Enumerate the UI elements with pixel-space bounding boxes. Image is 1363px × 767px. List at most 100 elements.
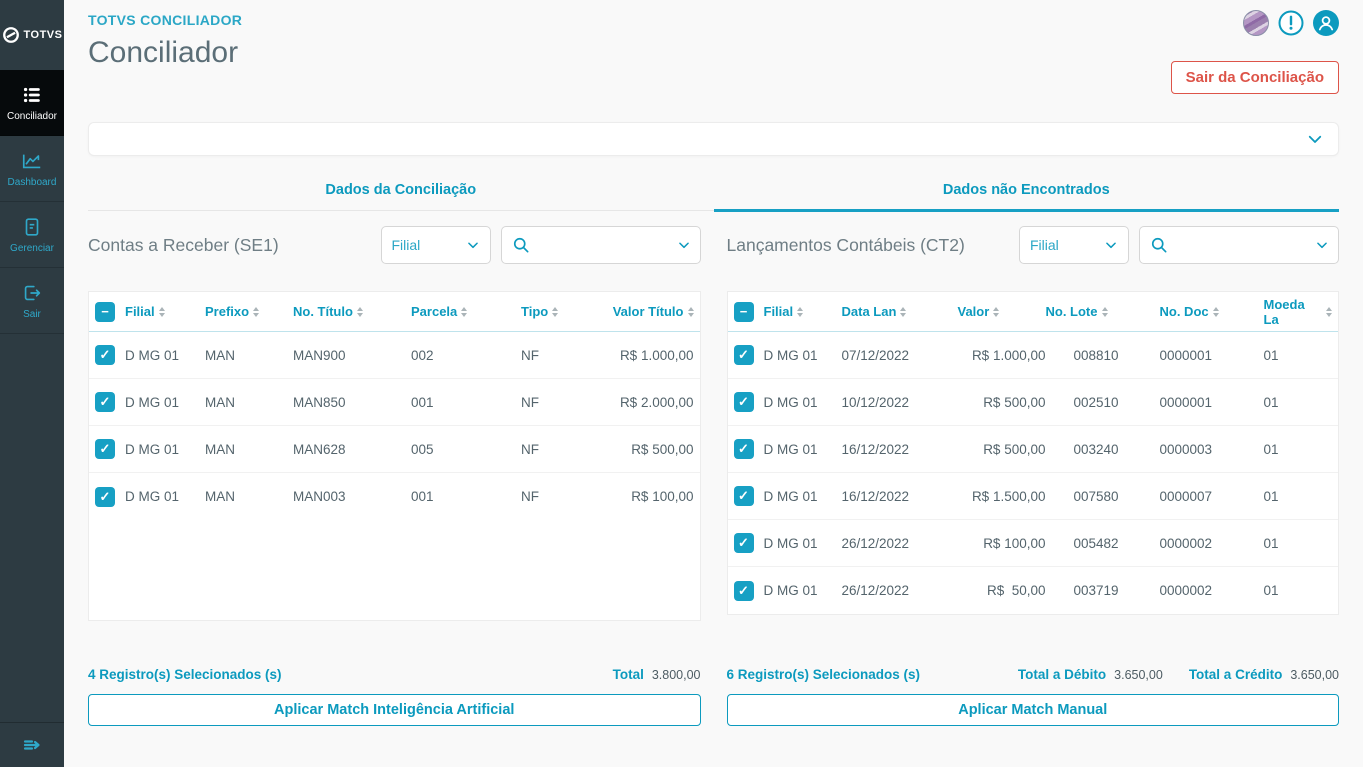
page-header: TOTVS CONCILIADOR Conciliador Sair da Co…	[88, 0, 1339, 96]
tab-bar: Dados da Conciliação Dados não Encontrad…	[88, 172, 1339, 211]
info-icon[interactable]	[1278, 10, 1304, 36]
sort-icon	[900, 307, 906, 317]
row-checkbox[interactable]: ✓	[734, 486, 754, 506]
total-debit-value: 3.650,00	[1114, 668, 1163, 682]
table-row[interactable]: ✓ D MG 01 26/12/2022 R$ 50,00 003719 000…	[728, 567, 1339, 614]
tab-dados-nao-encontrados[interactable]: Dados não Encontrados	[714, 172, 1340, 212]
table-row[interactable]: ✓ D MG 01 MAN MAN003 001 NF R$ 100,00	[89, 473, 700, 520]
sidebar-item-dashboard[interactable]: Dashboard	[0, 136, 64, 202]
chevron-down-icon	[466, 238, 480, 252]
contas-a-receber-table: − Filial Prefixo No. Título Parcela Tipo…	[88, 291, 701, 621]
column-header[interactable]: Valor	[958, 304, 1046, 319]
sidebar-item-label: Sair	[23, 309, 41, 320]
table-row[interactable]: ✓ D MG 01 MAN MAN628 005 NF R$ 500,00	[89, 426, 700, 473]
column-header[interactable]: No. Lote	[1046, 304, 1160, 319]
cell-moeda: 01	[1264, 536, 1333, 551]
column-header[interactable]: Filial	[764, 304, 842, 319]
cell-valor-titulo: R$ 1.000,00	[611, 348, 694, 363]
cell-filial: D MG 01	[125, 489, 205, 504]
cell-filial: D MG 01	[764, 442, 842, 457]
panel-head: Lançamentos Contábeis (CT2) Filial	[727, 225, 1340, 265]
selected-count-text: 4 Registro(s) Selecionados (s)	[88, 667, 587, 682]
row-checkbox[interactable]: ✓	[734, 581, 754, 601]
total-label: Total	[613, 667, 644, 682]
cell-filial: D MG 01	[125, 395, 205, 410]
column-header[interactable]: Filial	[125, 304, 205, 319]
cell-no-doc: 0000002	[1160, 536, 1264, 551]
select-all-checkbox[interactable]: −	[734, 302, 754, 322]
table-row[interactable]: ✓ D MG 01 07/12/2022 R$ 1.000,00 008810 …	[728, 332, 1339, 379]
search-input[interactable]	[1173, 238, 1311, 253]
search-icon	[1149, 235, 1169, 255]
sort-icon	[159, 307, 165, 317]
panel-title: Lançamentos Contábeis (CT2)	[727, 235, 1020, 256]
row-checkbox[interactable]: ✓	[734, 533, 754, 553]
column-header[interactable]: No. Doc	[1160, 304, 1264, 319]
cell-moeda: 01	[1264, 583, 1333, 598]
table-row[interactable]: ✓ D MG 01 16/12/2022 R$ 500,00 003240 00…	[728, 426, 1339, 473]
row-checkbox[interactable]: ✓	[95, 392, 115, 412]
search-lookup-field[interactable]	[1139, 226, 1339, 264]
column-header[interactable]: Moeda La	[1264, 297, 1333, 327]
exit-conciliation-button[interactable]: Sair da Conciliação	[1171, 61, 1339, 94]
table-header-row: − Filial Prefixo No. Título Parcela Tipo…	[89, 292, 700, 332]
apply-manual-match-button[interactable]: Aplicar Match Manual	[727, 694, 1340, 726]
totvs-logo-text: TOTVS	[24, 29, 63, 41]
filter-collapse-bar[interactable]	[88, 122, 1339, 156]
exit-icon	[21, 282, 43, 304]
column-header[interactable]: Tipo	[521, 304, 611, 319]
total-debit-label: Total a Débito	[1018, 667, 1106, 682]
table-row[interactable]: ✓ D MG 01 16/12/2022 R$ 1.500,00 007580 …	[728, 473, 1339, 520]
row-checkbox[interactable]: ✓	[734, 392, 754, 412]
chevron-down-icon	[1104, 238, 1118, 252]
search-lookup-field[interactable]	[501, 226, 701, 264]
cell-no-doc: 0000001	[1160, 348, 1264, 363]
filial-select[interactable]: Filial	[381, 226, 491, 264]
column-header[interactable]: Data Lan	[842, 304, 958, 319]
filial-select[interactable]: Filial	[1019, 226, 1129, 264]
table-row[interactable]: ✓ D MG 01 10/12/2022 R$ 500,00 002510 00…	[728, 379, 1339, 426]
totvs-logo: TOTVS	[0, 0, 64, 70]
theme-avatar-icon[interactable]	[1243, 10, 1269, 36]
cell-no-lote: 003719	[1046, 583, 1160, 598]
column-header[interactable]: Prefixo	[205, 304, 293, 319]
row-checkbox[interactable]: ✓	[734, 439, 754, 459]
cell-filial: D MG 01	[125, 348, 205, 363]
select-all-checkbox[interactable]: −	[95, 302, 115, 322]
sidebar-item-conciliador[interactable]: Conciliador	[0, 70, 64, 136]
table-row[interactable]: ✓ D MG 01 MAN MAN900 002 NF R$ 1.000,00	[89, 332, 700, 379]
cell-valor-titulo: R$ 2.000,00	[611, 395, 694, 410]
cell-data-lan: 26/12/2022	[842, 583, 958, 598]
table-row[interactable]: ✓ D MG 01 26/12/2022 R$ 100,00 005482 00…	[728, 520, 1339, 567]
panel-lancamentos-contabeis: Lançamentos Contábeis (CT2) Filial	[727, 225, 1340, 621]
cell-no-titulo: MAN850	[293, 395, 411, 410]
chevron-down-icon[interactable]	[1315, 238, 1329, 252]
row-checkbox[interactable]: ✓	[95, 487, 115, 507]
row-checkbox[interactable]: ✓	[734, 345, 754, 365]
cell-filial: D MG 01	[764, 395, 842, 410]
sidebar-item-gerenciar[interactable]: Gerenciar	[0, 202, 64, 268]
user-avatar-icon[interactable]	[1313, 10, 1339, 36]
cell-prefixo: MAN	[205, 442, 293, 457]
chevron-down-icon	[1306, 130, 1324, 148]
cell-tipo: NF	[521, 395, 611, 410]
column-header[interactable]: Valor Título	[611, 304, 694, 319]
sidebar-expand-button[interactable]	[0, 722, 64, 767]
cell-no-lote: 008810	[1046, 348, 1160, 363]
column-header[interactable]: No. Título	[293, 304, 411, 319]
cell-tipo: NF	[521, 442, 611, 457]
tab-dados-da-conciliacao[interactable]: Dados da Conciliação	[88, 172, 714, 212]
search-input[interactable]	[535, 238, 673, 253]
chevron-down-icon[interactable]	[677, 238, 691, 252]
table-row[interactable]: ✓ D MG 01 MAN MAN850 001 NF R$ 2.000,00	[89, 379, 700, 426]
apply-ai-match-button[interactable]: Aplicar Match Inteligência Artificial	[88, 694, 701, 726]
cell-moeda: 01	[1264, 395, 1333, 410]
cell-filial: D MG 01	[125, 442, 205, 457]
row-checkbox[interactable]: ✓	[95, 345, 115, 365]
column-header[interactable]: Parcela	[411, 304, 521, 319]
row-checkbox[interactable]: ✓	[95, 439, 115, 459]
filial-select-label: Filial	[392, 237, 460, 253]
totvs-logo-icon	[2, 26, 20, 44]
cell-moeda: 01	[1264, 489, 1333, 504]
sidebar-item-sair[interactable]: Sair	[0, 268, 64, 334]
